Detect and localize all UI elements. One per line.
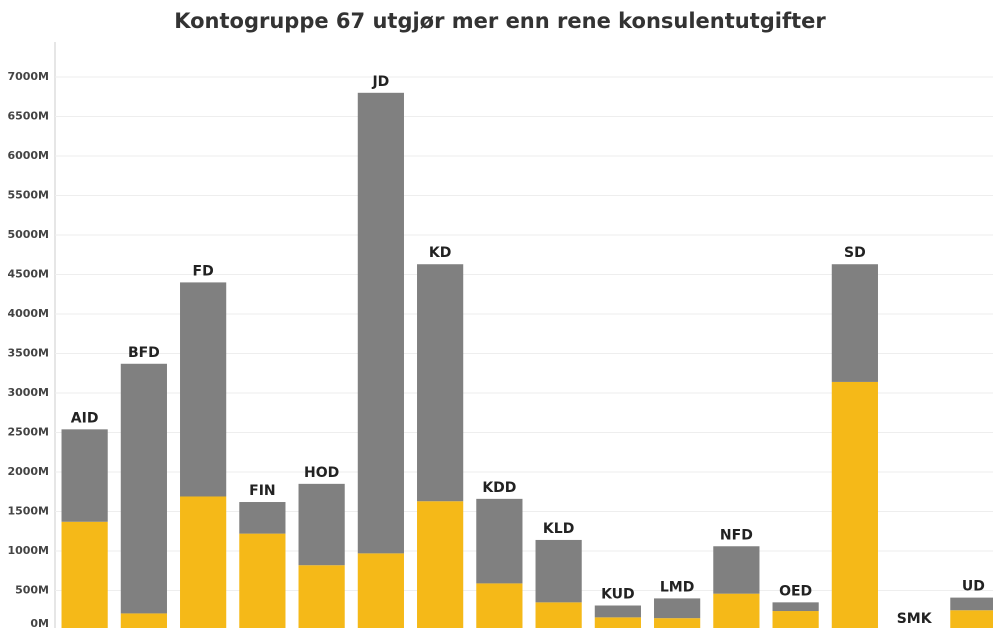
bar-label: FIN	[249, 483, 276, 499]
y-tick-label: 0M	[30, 617, 49, 628]
bar-label: NFD	[720, 527, 753, 543]
bar-label: FD	[193, 263, 214, 279]
bar-segment	[180, 282, 227, 497]
bar-segment	[772, 602, 819, 612]
bar-label: OED	[779, 583, 812, 599]
bar-segment	[61, 521, 108, 628]
bar-segment	[61, 429, 108, 522]
y-tick-label: 1000M	[7, 544, 49, 557]
y-tick-label: 6500M	[7, 110, 49, 123]
bar-label: KUD	[601, 587, 635, 603]
y-tick-label: 3000M	[7, 386, 49, 399]
y-tick-label: 5000M	[7, 228, 49, 241]
y-tick-label: 4500M	[7, 268, 49, 281]
bar-segment	[120, 363, 167, 614]
bar-label: KDD	[482, 480, 516, 496]
y-tick-label: 2500M	[7, 426, 49, 439]
bar-segment	[654, 618, 701, 628]
y-tick-label: 2000M	[7, 465, 49, 478]
y-tick-label: 3500M	[7, 347, 49, 360]
bar-segment	[476, 498, 523, 584]
y-tick-label: 4000M	[7, 307, 49, 320]
bar-segment	[476, 583, 523, 628]
bar-segment	[357, 92, 404, 554]
bar-segment	[239, 502, 286, 534]
y-tick-label: 5500M	[7, 189, 49, 202]
chart-title: Kontogruppe 67 utgjør mer enn rene konsu…	[174, 9, 826, 33]
bar-segment	[594, 605, 641, 618]
bar-label: SMK	[897, 611, 933, 627]
y-tick-label: 1500M	[7, 505, 49, 518]
y-tick-label: 7000M	[7, 70, 49, 83]
y-tick-label: 6000M	[7, 149, 49, 162]
bar-segment	[417, 501, 464, 628]
bar-segment	[535, 539, 582, 603]
bar-label: LMD	[660, 579, 694, 595]
bar-label: BFD	[128, 345, 160, 361]
bar-segment	[831, 264, 878, 382]
bar-segment	[594, 617, 641, 628]
bar-label: UD	[962, 579, 985, 595]
bar-segment	[298, 483, 345, 566]
bar-segment	[357, 553, 404, 628]
bar-segment	[772, 611, 819, 628]
bar-segment	[950, 610, 993, 628]
bar-label: KLD	[543, 521, 574, 537]
bar-label: KD	[429, 245, 451, 261]
bar-segment	[298, 565, 345, 628]
bar-segment	[239, 533, 286, 628]
bar-label: AID	[71, 410, 99, 426]
bar-segment	[713, 593, 760, 628]
bar-segment	[417, 264, 464, 502]
bar-segment	[950, 597, 993, 611]
bar-segment	[180, 496, 227, 628]
bar-segment	[654, 598, 701, 619]
bar-segment	[120, 613, 167, 628]
bar-segment	[831, 381, 878, 628]
bar-segment	[713, 546, 760, 594]
bar-label: JD	[371, 74, 389, 90]
y-tick-label: 500M	[15, 584, 49, 597]
bar-segment	[535, 602, 582, 628]
bar-label: HOD	[304, 465, 339, 481]
bar-label: SD	[844, 245, 866, 261]
